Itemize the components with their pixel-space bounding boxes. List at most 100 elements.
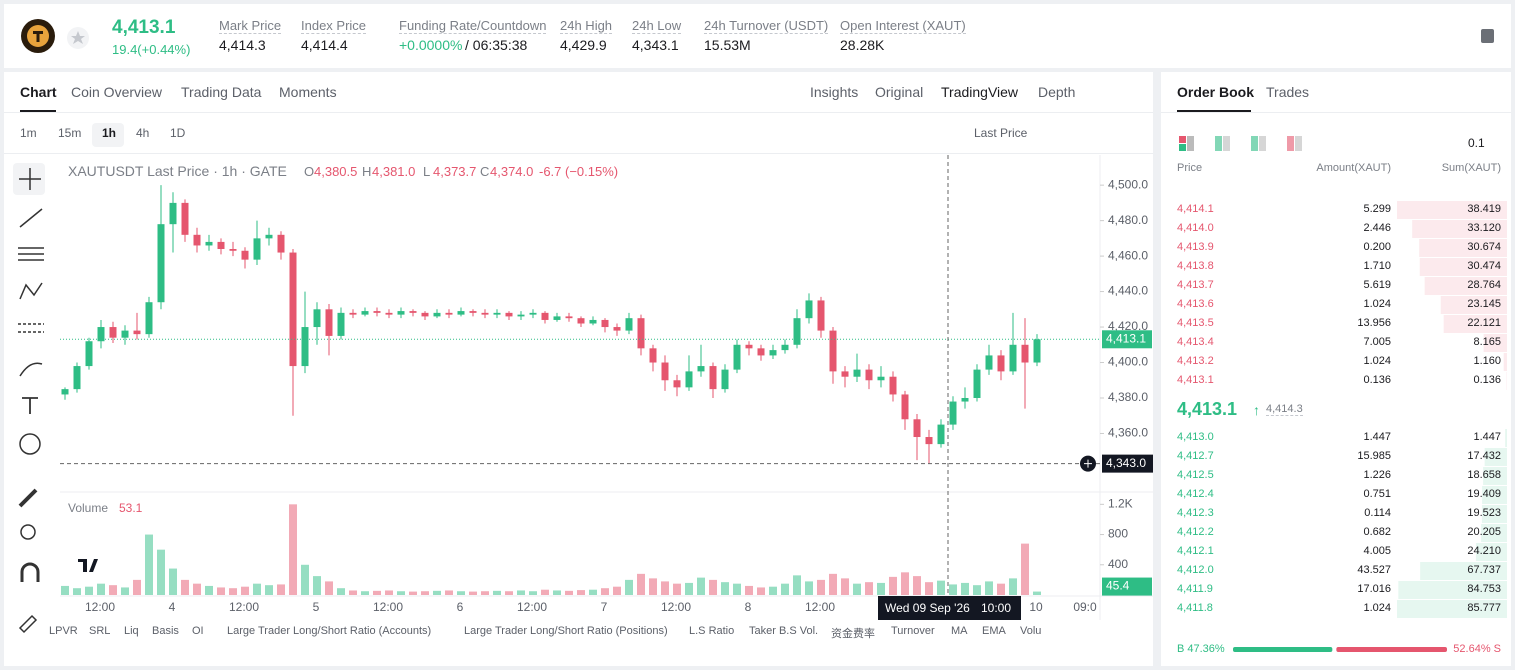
volume-bar [85, 586, 93, 595]
volume-bar [1033, 591, 1041, 595]
indicator[interactable]: SRL [89, 625, 111, 637]
indicator[interactable]: 资金费率 [831, 628, 875, 640]
indicator[interactable]: Volu [1020, 625, 1042, 637]
book-amount: 1.024 [1363, 355, 1391, 367]
buy-ratio: B 47.36% [1177, 643, 1225, 655]
candle-body [589, 319, 597, 324]
book-price: 4,413.4 [1177, 336, 1214, 348]
price-source[interactable]: Last Price [974, 126, 1028, 140]
chart-tab[interactable]: Chart [20, 84, 57, 100]
chart-panel: 4,360.0 4,380.0 4,400.0 4,420.0 4,440.0 4,460… [4, 72, 1153, 666]
divider [4, 112, 1153, 113]
volume-bar [769, 586, 777, 595]
volume-bar [577, 590, 585, 595]
candle-body [853, 369, 861, 377]
volume-bar [385, 590, 393, 595]
depth-bar [1397, 201, 1507, 219]
last-price-tag [1102, 330, 1152, 349]
y-tick-label: 4,400.0 [1108, 355, 1148, 369]
candle-body [361, 311, 369, 315]
indicator[interactable]: Large Trader Long/Short Ratio (Accounts) [227, 625, 432, 637]
candle-body [961, 397, 969, 402]
legend-value: 4,373.7 [433, 164, 477, 179]
volume-bar [793, 575, 801, 595]
book-price: 4,412.2 [1177, 526, 1214, 538]
indicator[interactable]: MA [951, 625, 968, 637]
candle-body [505, 312, 513, 317]
volume-bar [1009, 578, 1017, 595]
interval[interactable]: 1D [170, 126, 186, 140]
stat-value: 28.28K [840, 37, 885, 53]
stat-label: 24h High [560, 18, 613, 34]
stat-value: 4,429.9 [560, 37, 607, 53]
candle-body [925, 437, 933, 445]
legend-key: L [423, 164, 431, 179]
book-sum: 33.120 [1467, 222, 1501, 234]
view-option[interactable]: Original [875, 84, 924, 100]
chart-tab[interactable]: Coin Overview [71, 84, 163, 100]
notes-icon[interactable] [1478, 26, 1498, 46]
volume-bar [265, 585, 273, 595]
layout-toggles[interactable] [1177, 134, 1307, 152]
header: 4,413.1 19.4(+0.44%) Mark Price 4,414.3 In… [4, 4, 1511, 68]
book-sum: 8.165 [1473, 336, 1501, 348]
view-option[interactable]: TradingView [941, 84, 1019, 100]
volume-bar [709, 579, 717, 595]
volume-bar [157, 549, 165, 595]
order-book-panel: Order Book Trades 0.1 Price Amount(XAUT) Sum(… [1161, 72, 1511, 666]
order-book-depth [1233, 201, 1507, 652]
book-price: 4,413.7 [1177, 279, 1214, 291]
volume-bar [517, 590, 525, 595]
volume-bar [781, 583, 789, 595]
stat-value: 4,414.4 [301, 37, 348, 53]
candle-body [865, 369, 873, 381]
view-option[interactable]: Depth [1038, 84, 1076, 100]
candle-body [469, 311, 477, 313]
book-amount: 17.016 [1357, 583, 1391, 595]
indicator[interactable]: EMA [982, 625, 1006, 637]
x-tick-label: 12:00 [517, 600, 547, 614]
indicator[interactable]: Turnover [891, 625, 935, 637]
indicator[interactable]: Large Trader Long/Short Ratio (Positions… [464, 625, 668, 637]
candle-body [193, 234, 201, 246]
chart-tab[interactable]: Moments [279, 84, 337, 100]
indicator[interactable]: LPVR [49, 625, 78, 637]
candle-body [421, 312, 429, 317]
indicator[interactable]: Basis [152, 625, 179, 637]
x-tick-label: 12:00 [661, 600, 691, 614]
book-sum: 23.145 [1467, 298, 1501, 310]
book-amount: 1.447 [1363, 431, 1391, 443]
book-sum: 30.674 [1467, 241, 1501, 253]
volume-bar [361, 591, 369, 595]
favorite-star[interactable] [66, 26, 90, 50]
precision-select[interactable]: 0.1 [1468, 136, 1485, 150]
candle-body [133, 330, 141, 335]
volume-bar [61, 585, 69, 595]
depth-bar [1503, 353, 1507, 371]
indicator[interactable]: OI [192, 625, 204, 637]
interval[interactable]: 4h [136, 126, 150, 140]
order-book-tab[interactable]: Order Book [1177, 84, 1255, 100]
chart-tab[interactable]: Trading Data [181, 84, 262, 100]
candle-body [577, 318, 585, 324]
book-price: 4,412.5 [1177, 469, 1214, 481]
book-sum: 19.523 [1467, 507, 1501, 519]
candle-body [493, 312, 501, 315]
legend-title: XAUTUSDT Last Price · 1h · GATE [68, 163, 287, 179]
volume-bar [877, 582, 885, 595]
interval[interactable]: 1m [20, 126, 37, 140]
indicator[interactable]: Liq [124, 625, 139, 637]
volume-bar [973, 585, 981, 595]
indicator[interactable]: L.S Ratio [689, 625, 735, 637]
volume-bar [121, 587, 129, 595]
book-price: 4,413.5 [1177, 317, 1214, 329]
buy-ratio-bar [1233, 647, 1333, 652]
indicator[interactable]: Taker B.S Vol. [749, 625, 819, 637]
stat-label: Open Interest (XAUT) [840, 18, 966, 34]
candle-body [769, 350, 777, 356]
view-option[interactable]: Insights [810, 84, 859, 100]
interval[interactable]: 1h [102, 126, 117, 140]
order-book-tab[interactable]: Trades [1266, 84, 1310, 100]
interval[interactable]: 15m [58, 126, 82, 140]
candle-body [145, 302, 153, 335]
